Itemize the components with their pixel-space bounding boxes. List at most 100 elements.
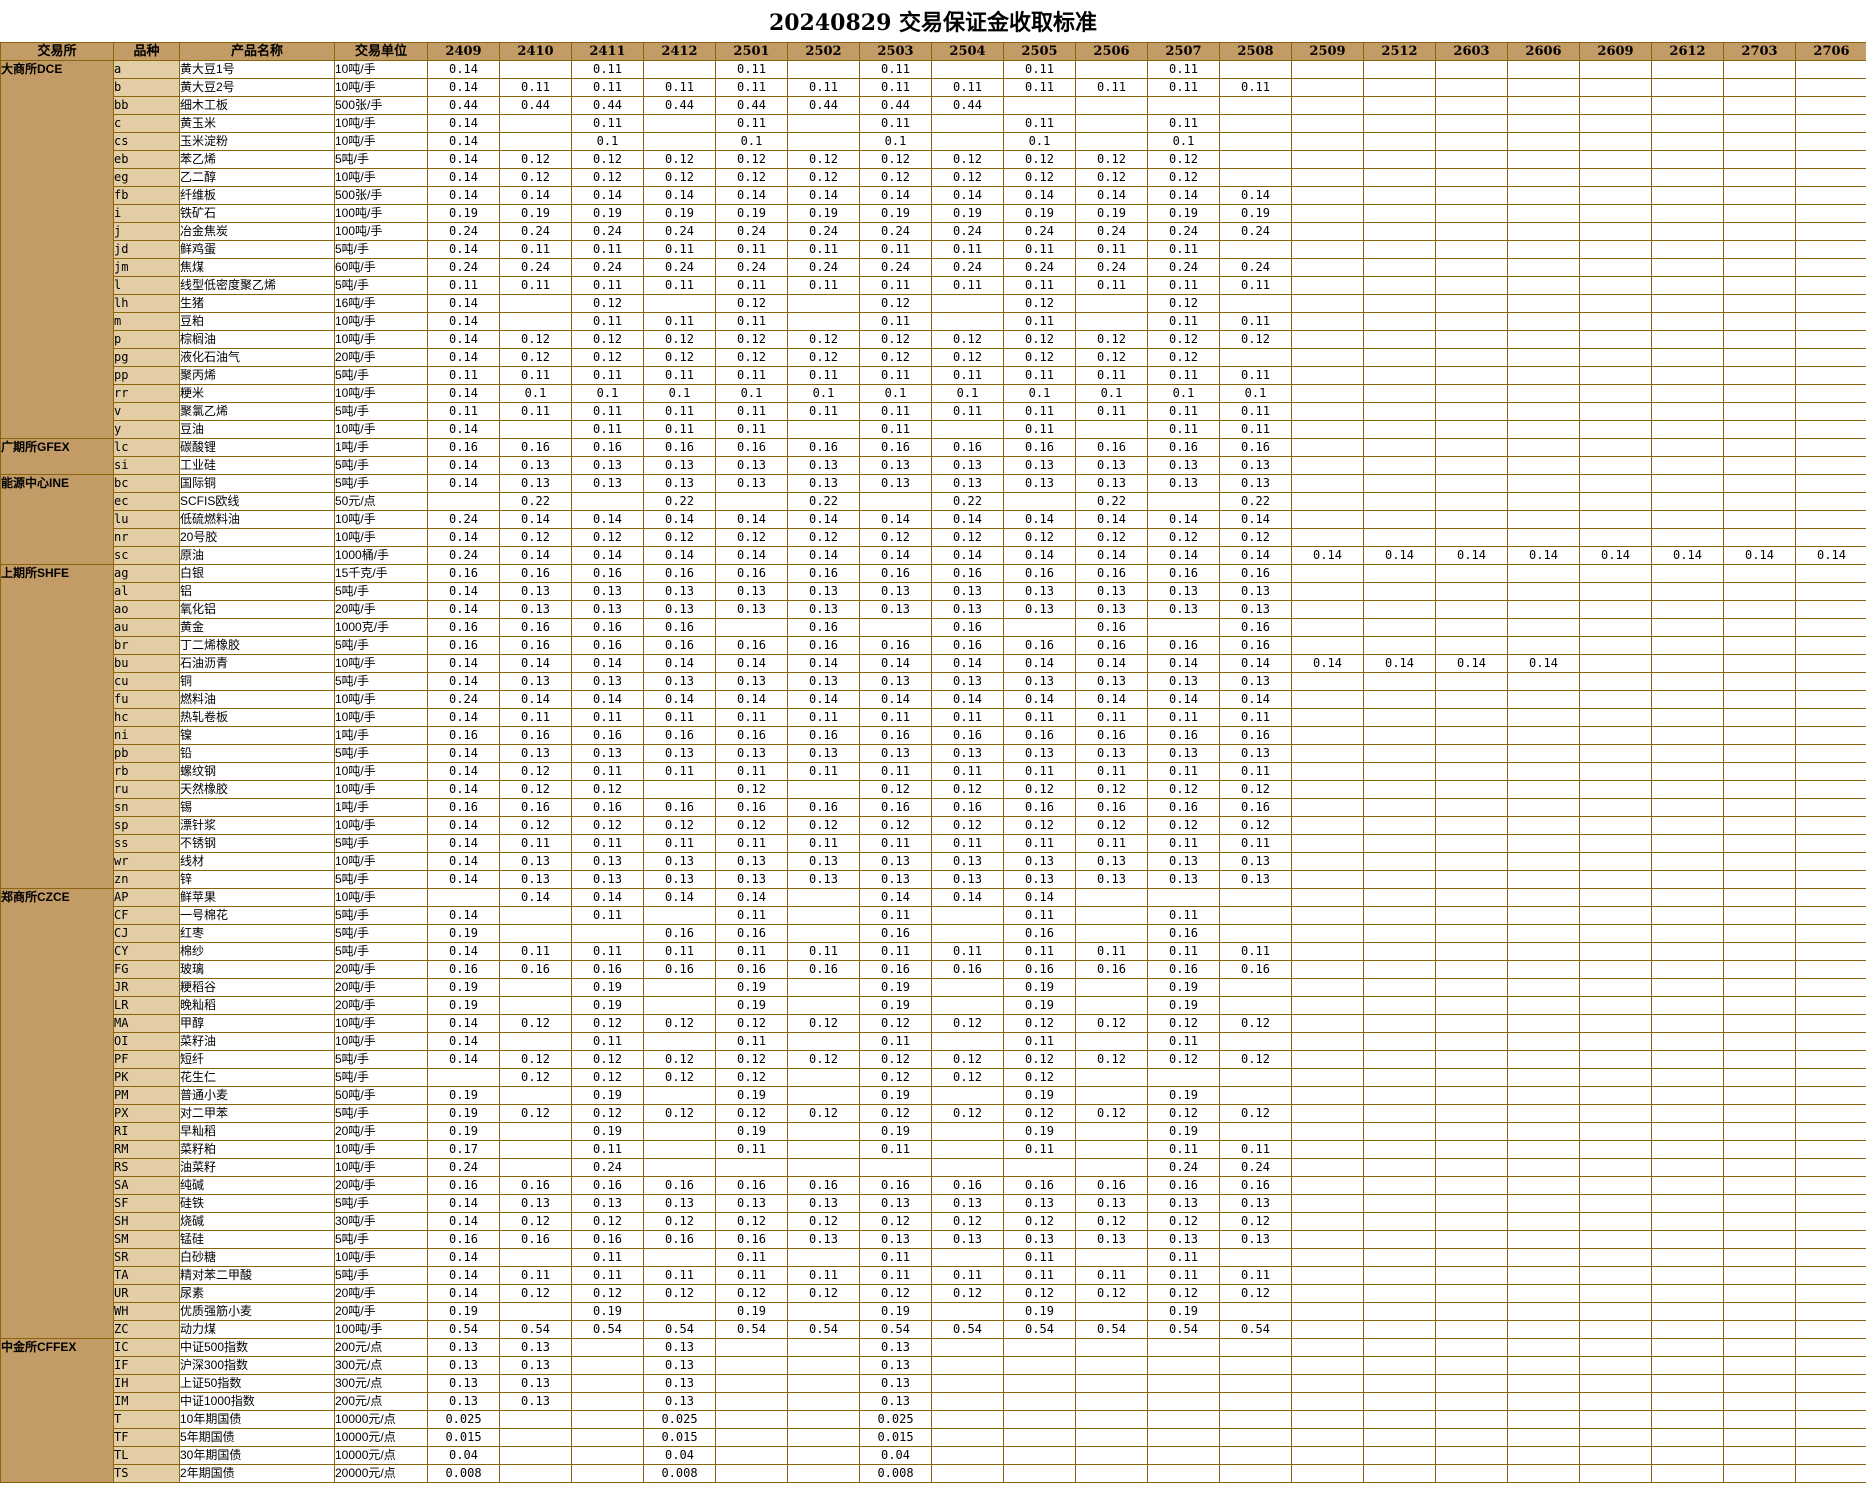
margin-value-cell bbox=[1291, 636, 1364, 655]
margin-value-cell bbox=[1363, 384, 1436, 403]
margin-value-cell: 0.11 bbox=[931, 708, 1004, 727]
margin-value-cell bbox=[1579, 1302, 1652, 1321]
margin-value-cell bbox=[787, 780, 860, 799]
margin-value-cell bbox=[1579, 186, 1652, 205]
margin-value-cell: 0.16 bbox=[499, 798, 572, 817]
margin-value-cell bbox=[1579, 276, 1652, 295]
table-row: CJ 红枣 5吨/手 0.19 0.16 0.16 0.16 0.16 0.16 bbox=[1, 924, 1866, 943]
margin-value-cell bbox=[1435, 726, 1508, 745]
variety-code-cell: TF bbox=[113, 1428, 180, 1447]
margin-value-cell bbox=[1363, 1284, 1436, 1303]
exchange-cell: 大商所DCE bbox=[0, 60, 114, 439]
margin-value-cell bbox=[1795, 1032, 1866, 1051]
margin-value-cell bbox=[1219, 150, 1292, 169]
margin-value-cell bbox=[1723, 222, 1796, 241]
contract-column-header: 2609 bbox=[1579, 42, 1652, 61]
margin-value-cell: 0.015 bbox=[859, 1428, 932, 1447]
margin-value-cell: 0.13 bbox=[1147, 1230, 1220, 1249]
margin-value-cell bbox=[1435, 366, 1508, 385]
margin-value-cell: 0.12 bbox=[715, 1212, 788, 1231]
margin-value-cell bbox=[1723, 582, 1796, 601]
margin-value-cell: 0.19 bbox=[859, 1302, 932, 1321]
margin-value-cell: 0.16 bbox=[1075, 1176, 1148, 1195]
margin-value-cell: 0.24 bbox=[1147, 258, 1220, 277]
margin-value-cell bbox=[1219, 132, 1292, 151]
margin-value-cell bbox=[1147, 1338, 1220, 1357]
margin-value-cell bbox=[1579, 438, 1652, 457]
margin-value-cell: 0.12 bbox=[1147, 1284, 1220, 1303]
product-name-cell: 丁二烯橡胶 bbox=[179, 636, 335, 655]
margin-value-cell bbox=[1651, 1212, 1724, 1231]
margin-value-cell bbox=[499, 132, 572, 151]
margin-value-cell: 0.13 bbox=[1147, 582, 1220, 601]
margin-value-cell bbox=[1363, 1158, 1436, 1177]
margin-value-cell: 0.11 bbox=[859, 312, 932, 331]
margin-value-cell: 0.14 bbox=[1219, 186, 1292, 205]
margin-value-cell bbox=[1363, 222, 1436, 241]
margin-value-cell bbox=[1075, 1068, 1148, 1087]
margin-value-cell: 0.12 bbox=[499, 1104, 572, 1123]
margin-value-cell bbox=[1507, 1374, 1580, 1393]
margin-value-cell bbox=[1147, 1374, 1220, 1393]
margin-value-cell: 0.19 bbox=[715, 978, 788, 997]
margin-value-cell bbox=[1219, 114, 1292, 133]
margin-value-cell bbox=[1795, 1302, 1866, 1321]
trading-unit-cell: 10000元/点 bbox=[334, 1446, 428, 1465]
margin-value-cell bbox=[1363, 816, 1436, 835]
margin-value-cell bbox=[1003, 492, 1076, 511]
margin-value-cell: 0.14 bbox=[427, 240, 500, 259]
margin-value-cell bbox=[1435, 114, 1508, 133]
margin-value-cell bbox=[1723, 1158, 1796, 1177]
margin-value-cell bbox=[931, 1140, 1004, 1159]
margin-value-cell: 0.16 bbox=[1219, 618, 1292, 637]
product-name-cell: 油菜籽 bbox=[179, 1158, 335, 1177]
margin-value-cell: 0.14 bbox=[859, 690, 932, 709]
margin-value-cell bbox=[787, 1122, 860, 1141]
trading-unit-cell: 10吨/手 bbox=[334, 1248, 428, 1267]
margin-value-cell: 0.13 bbox=[1003, 1230, 1076, 1249]
margin-value-cell bbox=[1507, 834, 1580, 853]
variety-code-cell: sp bbox=[113, 816, 180, 835]
margin-value-cell bbox=[1651, 222, 1724, 241]
product-name-cell: 鲜鸡蛋 bbox=[179, 240, 335, 259]
margin-value-cell: 0.11 bbox=[643, 276, 716, 295]
margin-value-cell bbox=[1579, 618, 1652, 637]
trading-unit-cell: 1000桶/手 bbox=[334, 546, 428, 565]
margin-value-cell bbox=[1507, 114, 1580, 133]
margin-value-cell bbox=[1723, 1104, 1796, 1123]
margin-value-cell: 0.13 bbox=[1219, 852, 1292, 871]
margin-value-cell: 0.1 bbox=[1003, 132, 1076, 151]
margin-value-cell: 0.1 bbox=[715, 384, 788, 403]
margin-value-cell: 0.11 bbox=[859, 114, 932, 133]
margin-value-cell bbox=[1363, 186, 1436, 205]
margin-value-cell bbox=[1579, 726, 1652, 745]
margin-value-cell: 0.12 bbox=[571, 168, 644, 187]
margin-value-cell: 0.04 bbox=[427, 1446, 500, 1465]
margin-value-cell bbox=[787, 1302, 860, 1321]
margin-value-cell bbox=[1435, 1446, 1508, 1465]
margin-value-cell bbox=[1291, 1176, 1364, 1195]
table-row: si 工业硅 5吨/手 0.14 0.13 0.13 0.13 0.13 0.13 0.13 0.1… bbox=[1, 456, 1866, 475]
margin-value-cell: 0.16 bbox=[715, 960, 788, 979]
product-name-cell: 中证500指数 bbox=[179, 1338, 335, 1357]
margin-value-cell bbox=[1291, 798, 1364, 817]
margin-value-cell: 0.14 bbox=[859, 186, 932, 205]
margin-value-cell: 0.13 bbox=[643, 1392, 716, 1411]
margin-value-cell bbox=[499, 1032, 572, 1051]
margin-value-cell bbox=[1795, 1464, 1866, 1483]
margin-value-cell: 0.12 bbox=[859, 1104, 932, 1123]
margin-value-cell bbox=[1363, 888, 1436, 907]
margin-value-cell: 0.13 bbox=[499, 1392, 572, 1411]
product-name-cell: 沪深300指数 bbox=[179, 1356, 335, 1375]
margin-value-cell: 0.12 bbox=[1003, 294, 1076, 313]
margin-value-cell: 0.11 bbox=[1003, 276, 1076, 295]
margin-value-cell bbox=[1579, 1266, 1652, 1285]
margin-value-cell: 0.11 bbox=[1003, 420, 1076, 439]
margin-value-cell: 0.1 bbox=[1003, 384, 1076, 403]
margin-value-cell: 0.12 bbox=[931, 150, 1004, 169]
margin-value-cell bbox=[787, 1428, 860, 1447]
variety-code-cell: SM bbox=[113, 1230, 180, 1249]
margin-value-cell: 0.12 bbox=[715, 330, 788, 349]
margin-value-cell bbox=[1003, 1410, 1076, 1429]
margin-value-cell: 0.24 bbox=[643, 258, 716, 277]
